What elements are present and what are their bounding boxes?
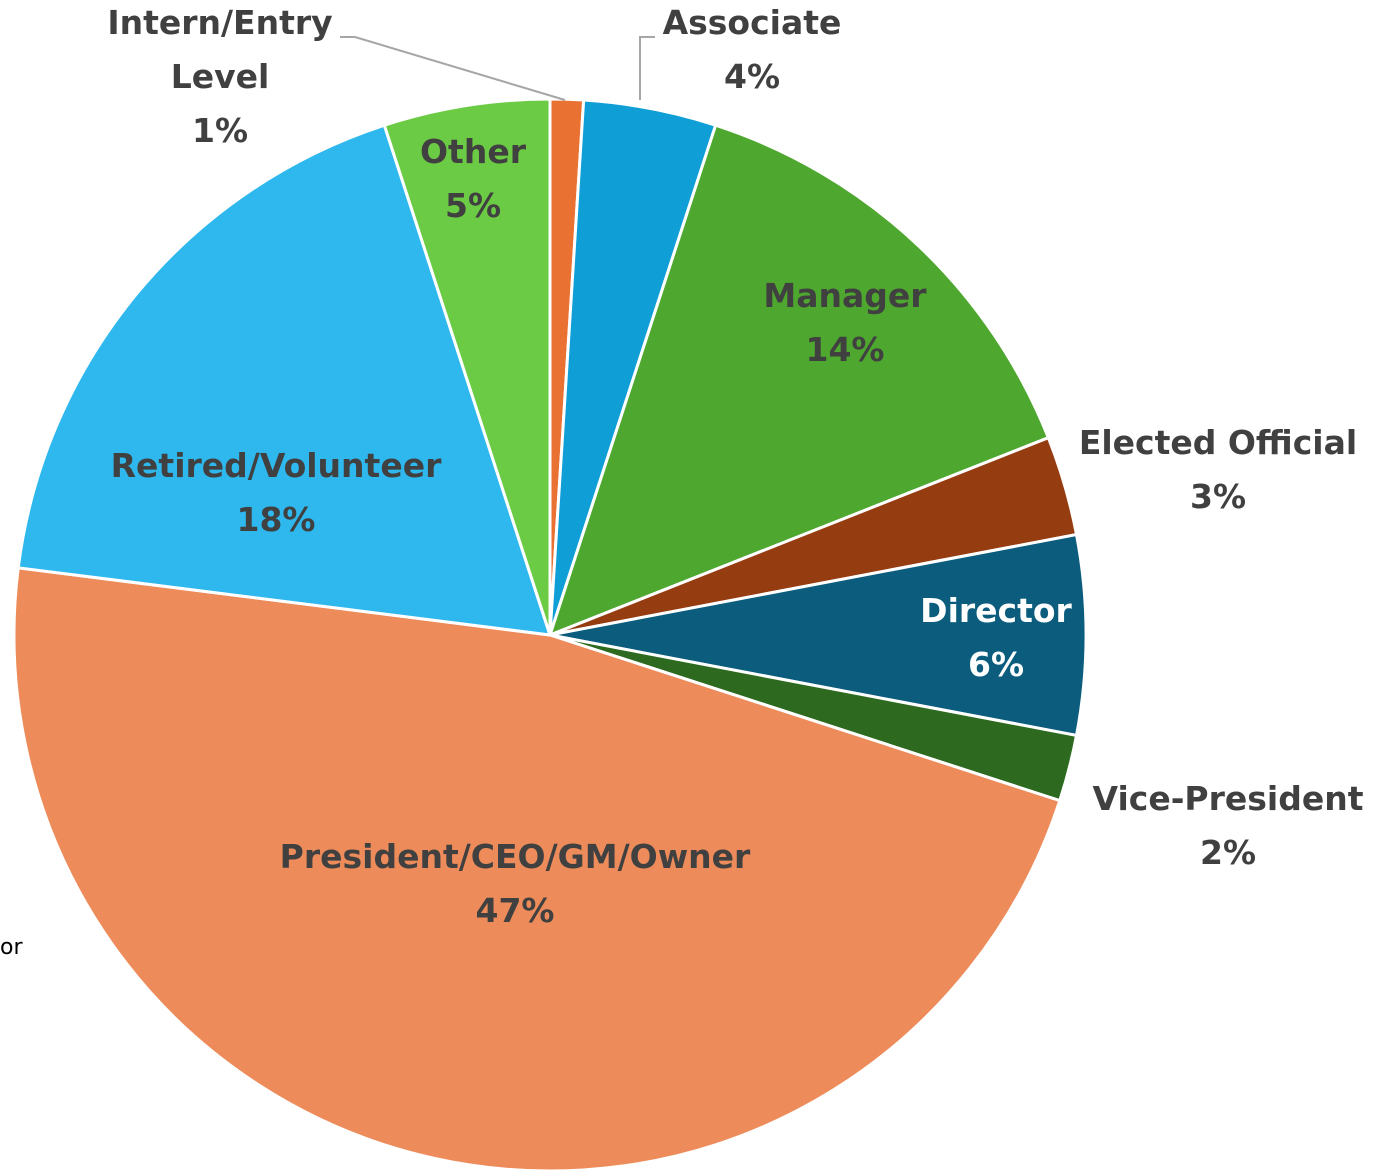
slice-label: Other 5% bbox=[420, 125, 526, 233]
slice-label: Vice-President 2% bbox=[1093, 772, 1364, 880]
pie-slice bbox=[16, 123, 553, 637]
slice-value: 1% bbox=[191, 111, 249, 150]
slice-label: Associate 4% bbox=[663, 0, 842, 104]
slice-label: Intern/Entry Level 1% bbox=[90, 0, 350, 158]
slice-value: 14% bbox=[805, 330, 885, 369]
slice-value: 4% bbox=[723, 57, 781, 96]
slice-value: 47% bbox=[475, 891, 555, 930]
pie-slice bbox=[547, 123, 1051, 638]
slice-name: Elected Official bbox=[1078, 423, 1358, 462]
slice-value: 6% bbox=[967, 645, 1025, 684]
slice-name: Associate bbox=[662, 3, 842, 42]
leader-line bbox=[639, 36, 655, 100]
pie-slice bbox=[12, 566, 1062, 1171]
slice-name: Vice-President bbox=[1092, 779, 1364, 818]
slice-name: President/CEO/GM/Owner bbox=[279, 837, 751, 876]
slice-value: 18% bbox=[236, 500, 316, 539]
pie-slice bbox=[549, 532, 1088, 738]
leader-line bbox=[340, 36, 566, 101]
slice-name: Other bbox=[420, 132, 526, 171]
text-fragment: or bbox=[0, 935, 23, 960]
slice-value: 2% bbox=[1199, 833, 1257, 872]
slice-label: Elected Official 3% bbox=[1079, 416, 1357, 524]
slice-label: Manager 14% bbox=[763, 269, 926, 377]
slice-name: Director bbox=[920, 591, 1072, 630]
slice-name: Manager bbox=[763, 276, 927, 315]
slice-label: Director 6% bbox=[920, 584, 1072, 692]
slice-label: President/CEO/GM/Owner 47% bbox=[280, 830, 751, 938]
pie-slice bbox=[382, 97, 552, 636]
slice-name: Retired/Volunteer bbox=[110, 446, 442, 485]
slice-label: Retired/Volunteer 18% bbox=[111, 439, 442, 547]
slice-value: 3% bbox=[1189, 477, 1247, 516]
slice-value: 5% bbox=[444, 186, 502, 225]
slice-name: Intern/Entry Level bbox=[107, 3, 333, 96]
